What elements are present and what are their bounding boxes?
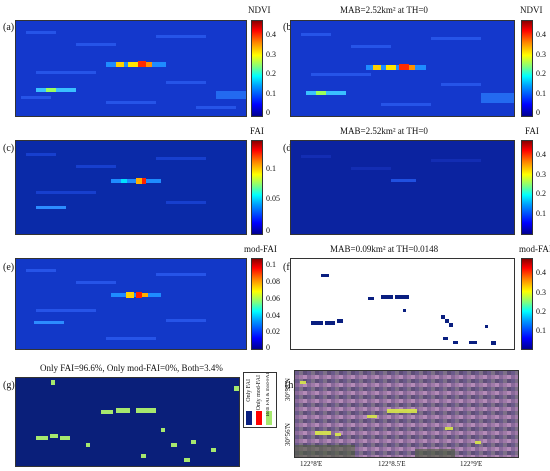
fai-image-d bbox=[290, 140, 515, 235]
colorbar-tick-f-0: 0.4 bbox=[536, 268, 546, 277]
lon-tick-2: 122°8.5'E bbox=[378, 460, 406, 468]
panel-label-c: (c) bbox=[3, 143, 15, 154]
colorbar-tick-c-1: 0.05 bbox=[266, 194, 280, 203]
modfai-mask-f bbox=[290, 258, 515, 350]
colorbar-c bbox=[251, 140, 263, 235]
panel-label-a: (a) bbox=[3, 22, 15, 33]
colorbar-b bbox=[521, 20, 533, 117]
colorbar-e bbox=[251, 258, 263, 350]
panel-title-b: MAB=2.52km² at TH=0 bbox=[340, 5, 428, 15]
lat-tick-1: 30°58'N bbox=[284, 378, 292, 402]
colorbar-tick-d-0: 0.4 bbox=[536, 150, 546, 159]
colorbar-tick-c-0: 0.1 bbox=[266, 164, 276, 173]
modfai-heatmap-e bbox=[16, 259, 246, 349]
comparison-pixels-g bbox=[36, 380, 239, 462]
panel-label-e: (e) bbox=[3, 262, 15, 273]
colorbar-title-c: FAI bbox=[250, 126, 264, 136]
colorbar-tick-a-0: 0.4 bbox=[266, 30, 276, 39]
colorbar-tick-d-2: 0.2 bbox=[536, 189, 546, 198]
colorbar-title-f: mod-FAI bbox=[519, 244, 550, 254]
colorbar-tick-b-3: 0.1 bbox=[536, 89, 546, 98]
colorbar-tick-c-2: 0 bbox=[266, 226, 270, 235]
legend-label-only-modfai: Only mod-FAI bbox=[256, 375, 262, 411]
colorbar-tick-e-5: 0 bbox=[266, 343, 270, 352]
colorbar-tick-d-1: 0.3 bbox=[536, 170, 546, 179]
panel-title-g: Only FAI=96.6%, Only mod-FAI=0%, Both=3.… bbox=[40, 363, 223, 373]
true-color-pixels-h bbox=[295, 371, 518, 457]
panel-label-b: (b) bbox=[283, 22, 295, 33]
colorbar-tick-d-3: 0.1 bbox=[536, 209, 546, 218]
colorbar-tick-a-3: 0.1 bbox=[266, 89, 276, 98]
colorbar-tick-a-1: 0.3 bbox=[266, 50, 276, 59]
colorbar-title-a: NDVI bbox=[248, 5, 271, 15]
colorbar-tick-a-4: 0 bbox=[266, 108, 270, 117]
lat-tick-2: 30°56'N bbox=[284, 423, 292, 447]
ndvi-heatmap-a bbox=[16, 21, 246, 116]
colorbar-f bbox=[521, 258, 533, 350]
colorbar-tick-e-3: 0.04 bbox=[266, 311, 280, 320]
panel-label-f: (f) bbox=[283, 262, 293, 273]
colorbar-tick-e-4: 0.02 bbox=[266, 327, 280, 336]
colorbar-title-e: mod-FAI bbox=[244, 244, 277, 254]
colorbar-a bbox=[251, 20, 263, 117]
ndvi-image-b bbox=[290, 20, 515, 117]
modfai-image-e bbox=[15, 258, 247, 350]
panel-title-d: MAB=2.52km² at TH=0 bbox=[340, 126, 428, 136]
legend-swatch-only-modfai bbox=[256, 411, 262, 425]
lon-tick-1: 122°8'E bbox=[300, 460, 323, 468]
colorbar-tick-f-2: 0.2 bbox=[536, 307, 546, 316]
colorbar-title-d: FAI bbox=[525, 126, 539, 136]
legend-swatch-both bbox=[266, 411, 272, 425]
legend-label-both: Both FAI & mod-FAI bbox=[266, 373, 271, 417]
colorbar-tick-b-0: 0.4 bbox=[536, 30, 546, 39]
comparison-map-g bbox=[15, 377, 240, 467]
panel-label-g: (g) bbox=[3, 380, 15, 391]
legend-swatch-only-fai bbox=[246, 411, 252, 425]
colorbar-tick-f-3: 0.1 bbox=[536, 326, 546, 335]
true-color-image-h bbox=[294, 370, 519, 458]
fai-heatmap-c bbox=[16, 141, 246, 234]
legend-g: Only FAI Only mod-FAI Both FAI & mod-FAI bbox=[243, 372, 277, 428]
panel-title-f: MAB=0.09km² at TH=0.0148 bbox=[330, 244, 439, 254]
lon-tick-3: 122°9'E bbox=[460, 460, 483, 468]
colorbar-d bbox=[521, 140, 533, 235]
colorbar-tick-b-4: 0 bbox=[536, 108, 540, 117]
colorbar-tick-a-2: 0.2 bbox=[266, 69, 276, 78]
colorbar-tick-b-1: 0.3 bbox=[536, 50, 546, 59]
colorbar-tick-e-2: 0.06 bbox=[266, 294, 280, 303]
fai-image-c bbox=[15, 140, 247, 235]
panel-label-d: (d) bbox=[283, 143, 295, 154]
colorbar-tick-f-1: 0.3 bbox=[536, 288, 546, 297]
legend-label-only-fai: Only FAI bbox=[246, 379, 252, 402]
ndvi-heatmap-b bbox=[291, 21, 514, 116]
colorbar-tick-b-2: 0.2 bbox=[536, 69, 546, 78]
fai-heatmap-d bbox=[291, 141, 514, 234]
colorbar-tick-e-0: 0.1 bbox=[266, 260, 276, 269]
ndvi-image-a bbox=[15, 20, 247, 117]
colorbar-tick-e-1: 0.08 bbox=[266, 277, 280, 286]
panel-label-h: (h) bbox=[285, 380, 297, 391]
modfai-mask-pixels-f bbox=[311, 274, 496, 345]
colorbar-title-b: NDVI bbox=[520, 5, 543, 15]
